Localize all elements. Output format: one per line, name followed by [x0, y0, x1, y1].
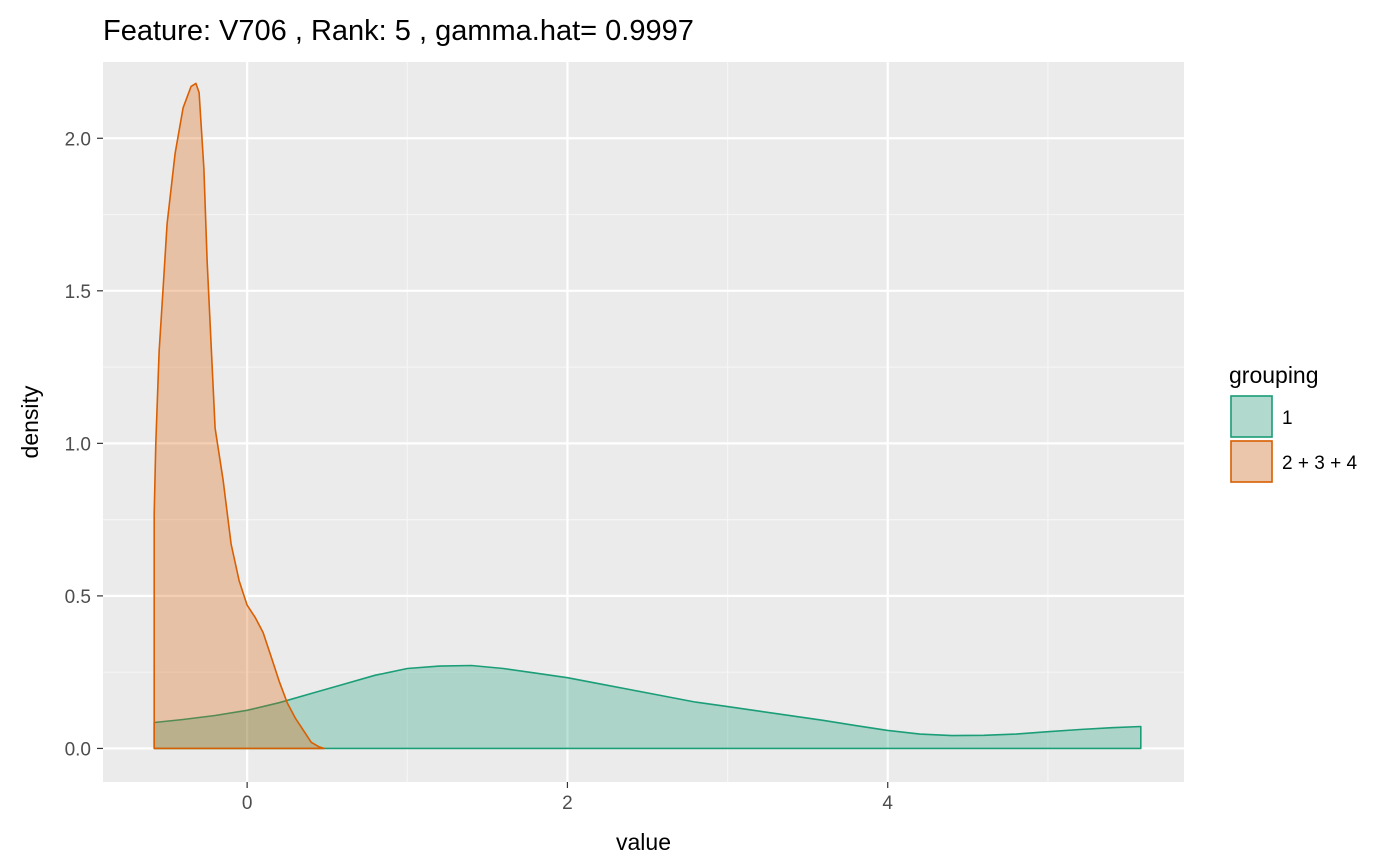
x-axis-ticks: 0 2 4: [242, 782, 893, 814]
density-area-series-1: [153, 664, 1142, 750]
y-axis-title: density: [17, 385, 43, 458]
legend-label: 1: [1282, 408, 1293, 429]
y-tick-label: 2.0: [65, 129, 91, 150]
legend-key-swatch: [1230, 440, 1273, 483]
plot-panel: [103, 62, 1184, 782]
y-tick-label: 0.5: [65, 587, 91, 608]
x-tick-label: 2: [562, 793, 573, 814]
x-tick-label: 4: [882, 793, 893, 814]
legend-label: 2 + 3 + 4: [1282, 453, 1357, 474]
y-tick-label: 1.5: [65, 282, 91, 303]
legend: grouping 1 2 + 3 + 4: [1229, 362, 1357, 483]
density-areas: [153, 82, 1142, 750]
legend-key-swatch: [1230, 395, 1273, 438]
legend-title: grouping: [1229, 362, 1319, 388]
density-area-series-2: [153, 82, 325, 750]
x-tick-label: 0: [242, 793, 253, 814]
chart-title: Feature: V706 , Rank: 5 , gamma.hat= 0.9…: [103, 15, 694, 47]
minor-gridlines: [103, 62, 1184, 782]
legend-key-background: [1230, 395, 1273, 438]
x-axis-title: value: [616, 829, 671, 855]
y-tick-label: 1.0: [65, 434, 91, 455]
legend-items: 1 2 + 3 + 4: [1230, 395, 1357, 483]
legend-key-background: [1230, 440, 1273, 483]
y-axis-ticks: 0.0 0.5 1.0 1.5 2.0: [65, 129, 103, 760]
y-tick-label: 0.0: [65, 739, 91, 760]
